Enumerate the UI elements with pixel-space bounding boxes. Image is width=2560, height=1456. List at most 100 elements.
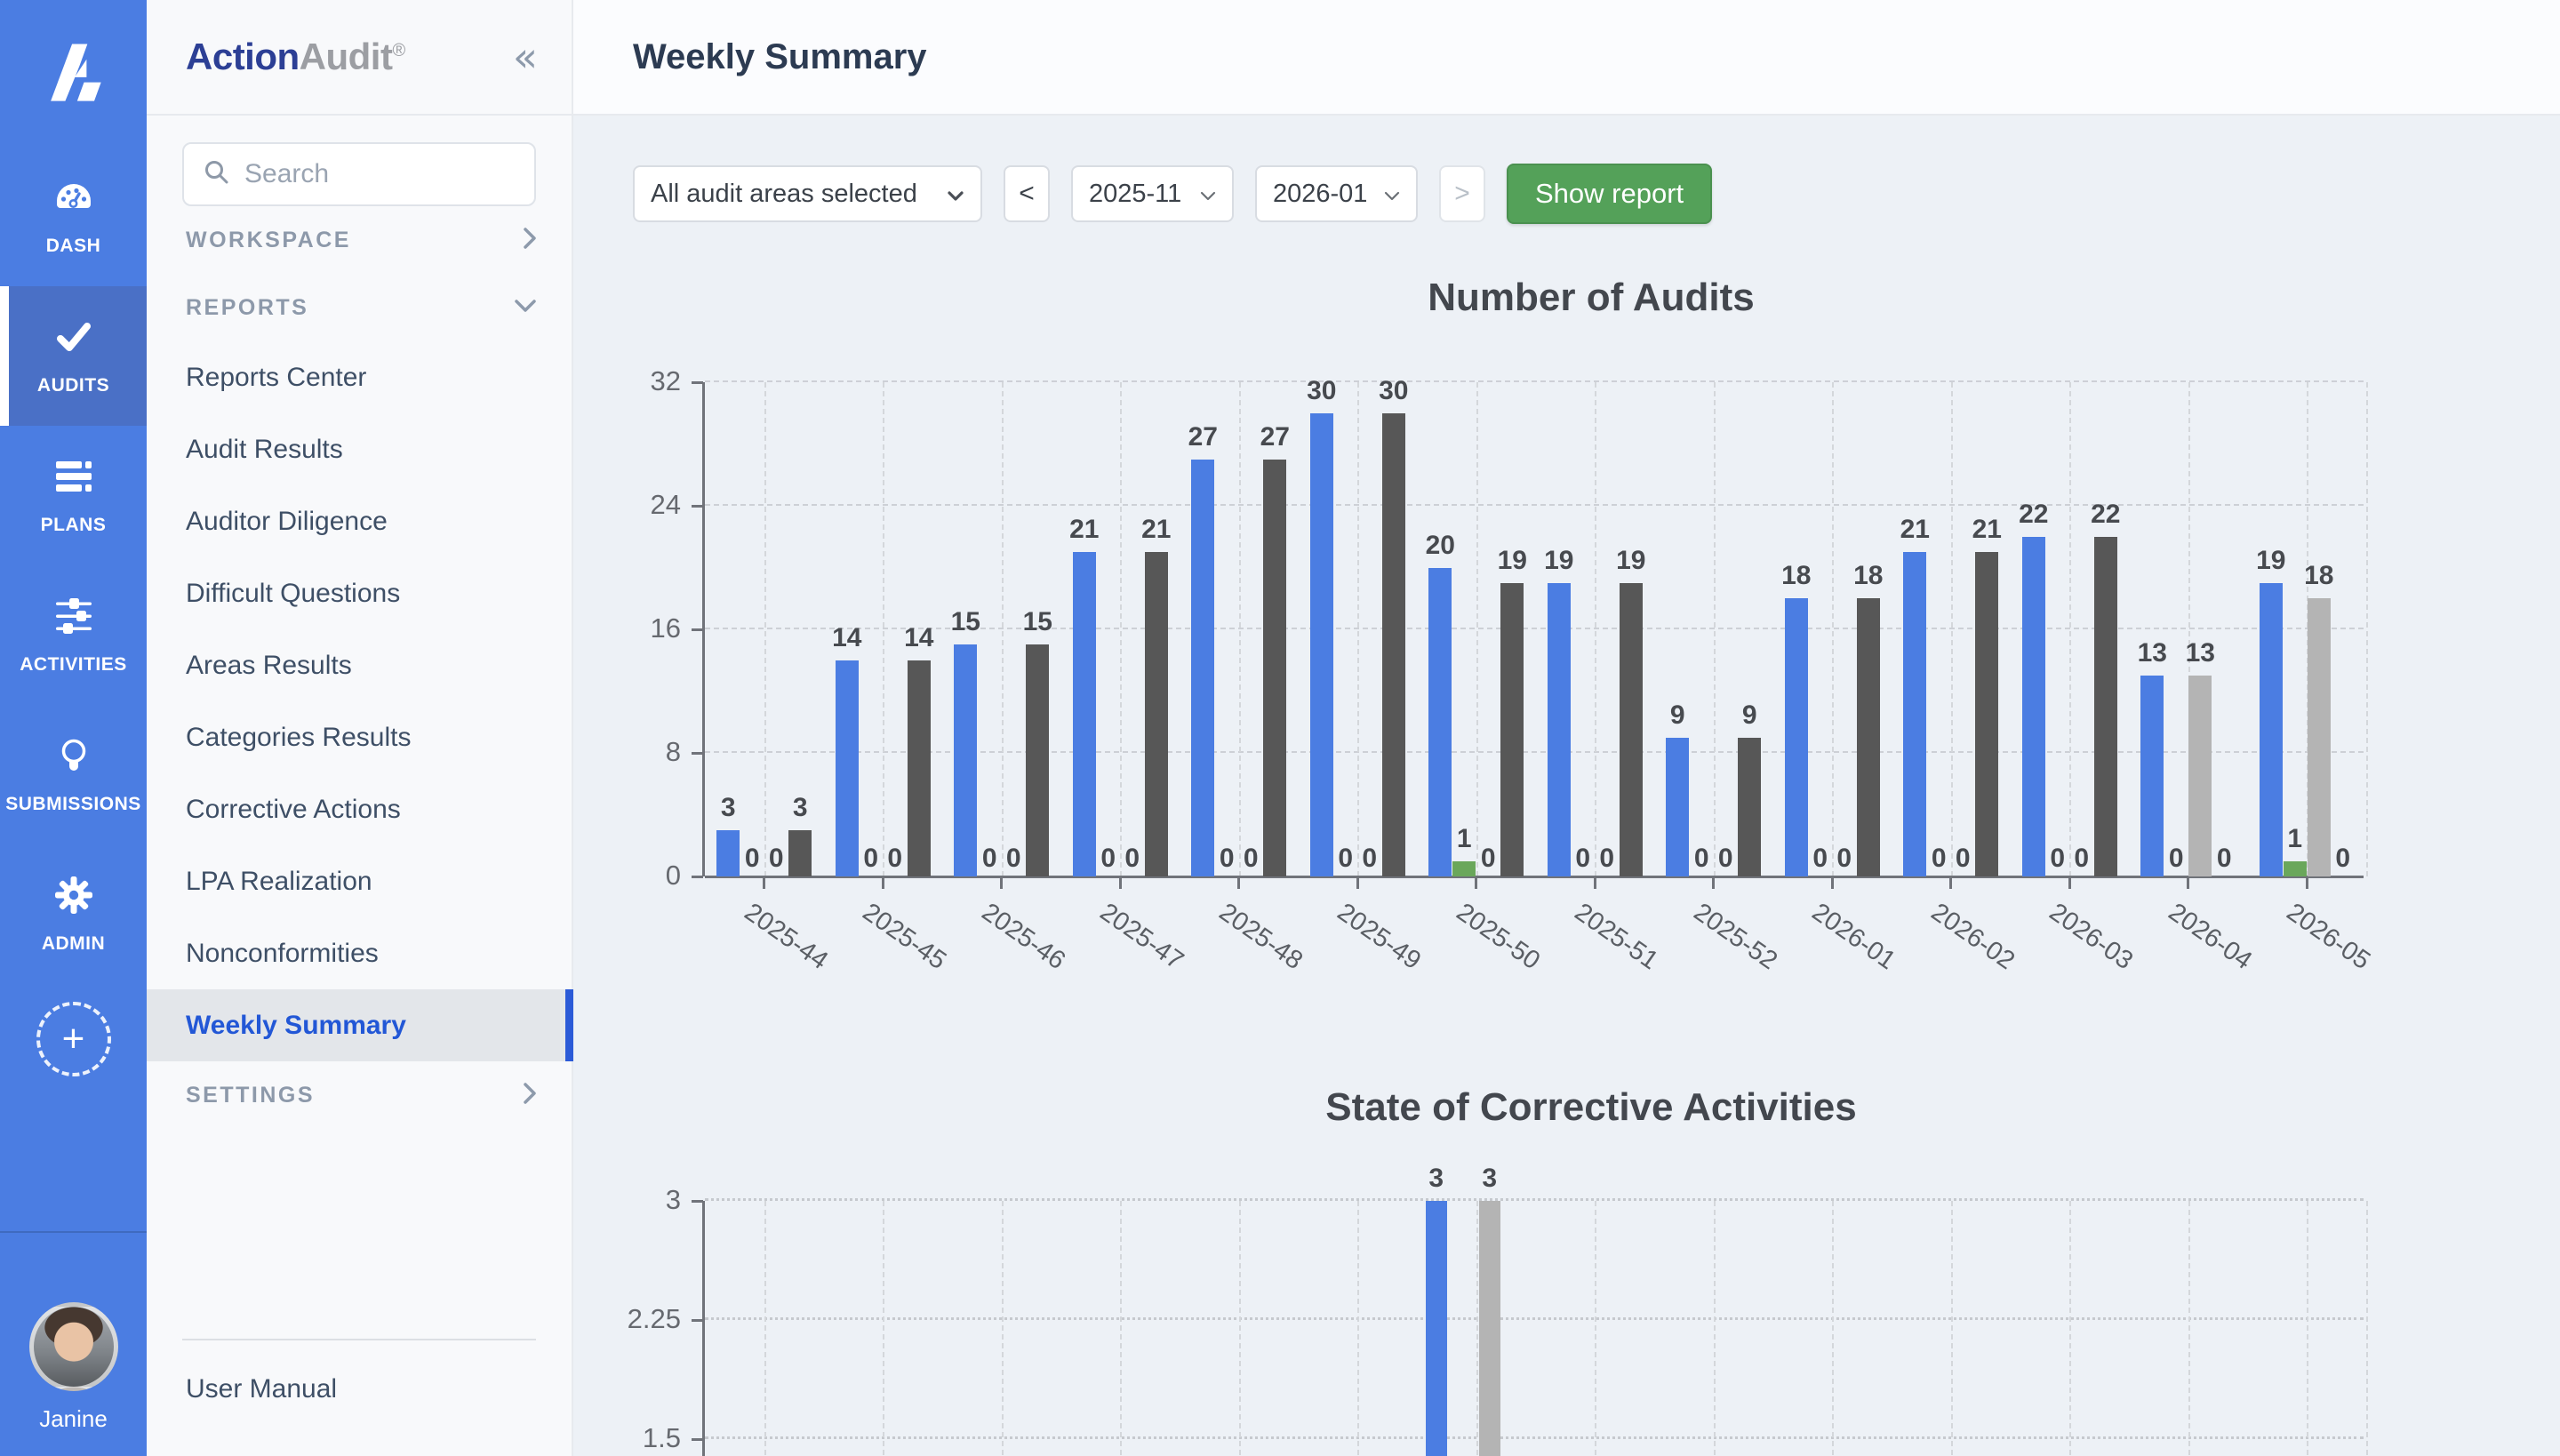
sidebar-item-categories-results[interactable]: Categories Results [186, 722, 412, 752]
add-button[interactable]: + [36, 1002, 111, 1076]
bar-blue-2025-44 [716, 829, 740, 876]
x-axis-label: 2025-49 [1332, 898, 1427, 976]
gridline [1832, 382, 1835, 876]
value-label: 19 [1544, 545, 1574, 575]
previous-period-button[interactable]: < [1004, 165, 1050, 222]
x-tick [1830, 876, 1834, 889]
value-label: 0 [2216, 844, 2232, 873]
y-tick [692, 751, 703, 755]
value-label: 18 [2304, 561, 2334, 591]
gauge-icon [52, 176, 95, 223]
value-label: 1 [2287, 823, 2303, 853]
gridline [1001, 1201, 1004, 1456]
y-axis-label: 2.25 [627, 1303, 681, 1334]
chevron-down-icon [1384, 180, 1400, 209]
gridline [1120, 382, 1123, 876]
brand-wordmark: ActionAudit® [186, 36, 405, 77]
gridline [1832, 1201, 1835, 1456]
bar-dark-gray-2025-46 [1026, 644, 1050, 876]
x-axis-label: 2026-03 [2044, 898, 2139, 976]
to-month-select[interactable]: 2026-01 [1255, 165, 1418, 222]
sidebar-item-audit-results[interactable]: Audit Results [186, 434, 343, 464]
gridline [2069, 382, 2072, 876]
user-avatar[interactable] [28, 1302, 118, 1391]
sidebar-item-corrective-actions[interactable]: Corrective Actions [186, 794, 401, 824]
rail-item-audits[interactable]: AUDITS [0, 286, 147, 426]
bar-dark-gray-2026-02 [1975, 552, 1999, 876]
gridline [764, 1201, 766, 1456]
check-icon [52, 316, 95, 363]
gridline [764, 382, 766, 876]
brand-header: ActionAudit® « [147, 0, 572, 116]
bar-blue-2025-48 [1191, 459, 1215, 876]
sidebar-item-areas-results[interactable]: Areas Results [186, 650, 352, 680]
value-label: 0 [1836, 844, 1852, 873]
y-tick [692, 628, 703, 631]
x-tick [1356, 876, 1359, 889]
rail-item-plans[interactable]: PLANS [0, 426, 147, 565]
sidebar-section-settings[interactable]: SETTINGS [147, 1061, 572, 1129]
value-label: 9 [1741, 700, 1757, 730]
sidebar-item-auditor-diligence[interactable]: Auditor Diligence [186, 506, 388, 536]
value-label: 15 [950, 607, 980, 637]
chevron-down-icon [1200, 180, 1216, 209]
value-label: 13 [2137, 638, 2167, 668]
sidebar-item-nonconformities[interactable]: Nonconformities [186, 938, 379, 968]
x-tick [2187, 876, 2190, 889]
bar-dark-gray-2025-45 [907, 660, 931, 876]
value-label: 19 [2256, 545, 2286, 575]
rail-item-activities[interactable]: ACTIVITIES [0, 565, 147, 705]
app-logo-icon[interactable] [0, 0, 147, 147]
bar-light-gray-2026-05 [2307, 598, 2331, 876]
gridline [1950, 1201, 1953, 1456]
gridline [705, 751, 2364, 753]
user-manual-link[interactable]: User Manual [186, 1374, 338, 1404]
value-label: 0 [2168, 844, 2184, 873]
value-label: 0 [1717, 844, 1733, 873]
gridline [1595, 1201, 1597, 1456]
sidebar-item-difficult-questions[interactable]: Difficult Questions [186, 578, 401, 608]
value-label: 21 [1972, 515, 2002, 545]
value-label: 27 [1260, 421, 1290, 452]
rail-item-label: ADMIN [41, 933, 106, 954]
gridline [1120, 1201, 1123, 1456]
value-label: 22 [2019, 499, 2049, 529]
bar-dark-gray-2025-52 [1738, 737, 1762, 876]
gridline [705, 380, 2364, 382]
bar-blue-2025-47 [1072, 552, 1096, 876]
x-axis-label: 2025-50 [1451, 898, 1545, 976]
value-label: 0 [1480, 844, 1496, 873]
search-placeholder: Search [244, 159, 330, 188]
rail-item-label: PLANS [40, 515, 107, 535]
gridline [2188, 1201, 2190, 1456]
from-month-select[interactable]: 2025-11 [1071, 165, 1234, 222]
rail-item-dash[interactable]: DASH [0, 147, 147, 286]
bar-blue-2025-50 [1425, 1201, 1447, 1456]
rail-nav: DASH AUDITS PLANS ACTIVITIES SUBMISSIONS… [0, 147, 147, 984]
x-axis-label: 2026-01 [1806, 898, 1901, 976]
x-tick [1593, 876, 1596, 889]
show-report-button[interactable]: Show report [1507, 164, 1713, 224]
sidebar-item-lpa-realization[interactable]: LPA Realization [186, 866, 372, 896]
sidebar-section-workspace[interactable]: WORKSPACE [147, 206, 572, 274]
main-area: Weekly Summary All audit areas selected … [573, 0, 2560, 1456]
sidebar-item-reports-center[interactable]: Reports Center [186, 362, 367, 392]
next-period-button[interactable]: > [1439, 165, 1485, 222]
sidebar-item-weekly-summary[interactable]: Weekly Summary [147, 989, 573, 1061]
y-tick [692, 875, 703, 878]
sidebar-section-reports[interactable]: REPORTS [147, 274, 572, 341]
value-label: 0 [1243, 844, 1259, 873]
search-input[interactable]: Search [182, 142, 536, 206]
x-tick [881, 876, 884, 889]
y-tick [692, 1318, 703, 1322]
value-label: 19 [1616, 545, 1646, 575]
collapse-sidebar-icon[interactable]: « [512, 32, 538, 81]
rail-item-admin[interactable]: ADMIN [0, 844, 147, 984]
value-label: 19 [1497, 545, 1527, 575]
rail-item-label: AUDITS [36, 375, 110, 396]
y-axis-label: 3 [665, 1184, 681, 1215]
rail-item-submissions[interactable]: SUBMISSIONS [0, 705, 147, 844]
reports-nav: Reports Center Audit Results Auditor Dilig… [147, 341, 573, 1061]
audit-areas-select[interactable]: All audit areas selected [633, 165, 982, 222]
x-tick [1475, 876, 1478, 889]
